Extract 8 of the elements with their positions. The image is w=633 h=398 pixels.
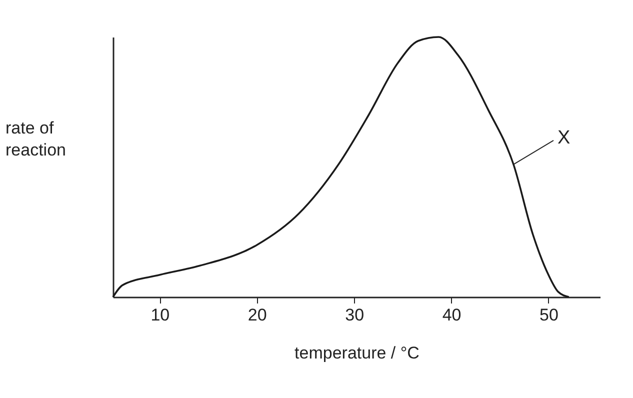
x-tick-label: 40	[442, 306, 462, 324]
annotation: X	[557, 127, 570, 148]
x-axis-title: temperature / °C	[294, 344, 420, 362]
x-tick-label: 10	[150, 306, 170, 324]
x-tick-label: 20	[248, 306, 267, 324]
y-axis-title: rate of reaction	[6, 118, 66, 160]
x-tick-label: 30	[345, 306, 364, 324]
x-tick-label: 50	[540, 306, 558, 324]
